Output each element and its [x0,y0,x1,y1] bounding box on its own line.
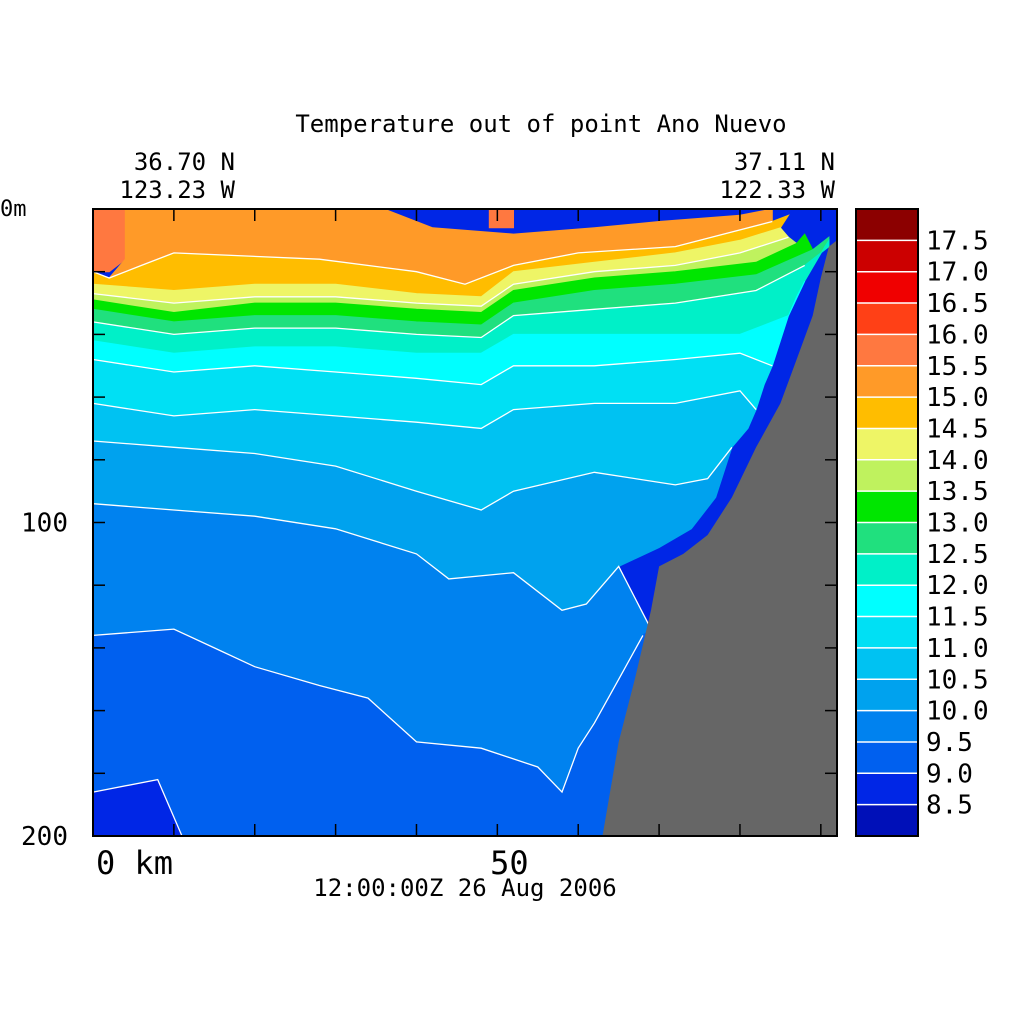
isotherm-1 [92,236,789,307]
axes: 100 200 50 [21,209,837,882]
colorbar-swatch [856,334,918,367]
colorbar-label: 9.5 [926,728,973,758]
isotherm-8 [92,778,183,837]
y-axis-unit-label: 0m [0,197,27,222]
right-endpoint-lat: 37.11 N [734,148,835,176]
colorbar-label: 11.5 [926,603,989,633]
colorbar-label: 16.0 [926,320,989,350]
timestamp: 12:00:00Z 26 Aug 2006 [313,874,616,902]
colorbar-label: 14.0 [926,446,989,476]
colorbar-label: 17.5 [926,226,989,256]
colorbar-swatch [856,647,918,680]
colorbar-label: 10.0 [926,697,989,727]
left-endpoint-lat: 36.70 N [134,148,235,176]
colorbar-swatch [856,209,918,241]
colorbar-label: 11.0 [926,634,989,664]
colorbar-label: 8.5 [926,791,973,821]
isotherm-7 [92,628,644,794]
colorbar-swatch [856,679,918,712]
right-endpoint-lon: 122.33 W [719,176,835,204]
colorbar-swatch [856,741,918,774]
colorbar-swatch [856,303,918,335]
colorbar-label: 16.5 [926,289,989,319]
temperature-band-0 [92,208,126,273]
colorbar-swatch [856,271,918,304]
colorbar: 17.517.016.516.015.515.014.514.013.513.0… [855,208,989,837]
colorbar-swatch [856,585,918,618]
temperature-band-2 [488,208,514,229]
colorbar-label: 14.5 [926,414,989,444]
isotherm-6 [92,503,652,630]
colorbar-label: 10.5 [926,665,989,695]
isotherm-3 [92,352,773,386]
isotherm-0 [92,220,773,285]
colorbar-swatch [856,804,918,837]
sea-floor [602,240,837,837]
colorbar-label: 15.5 [926,352,989,382]
colorbar-swatch [856,240,918,273]
bathymetry-shape [602,240,837,837]
isotherm-4 [92,390,757,430]
y-tick-label: 200 [21,822,68,852]
colorbar-swatch [856,428,918,461]
colorbar-label: 13.5 [926,477,989,507]
colorbar-swatch [856,710,918,743]
colorbar-label: 12.0 [926,571,989,601]
colorbar-swatch [856,522,918,555]
x-axis-start-label: 0 km [96,844,173,882]
isotherm-5 [92,440,733,511]
chart-title: Temperature out of point Ano Nuevo [295,110,786,138]
colorbar-swatch [856,616,918,649]
left-endpoint-lon: 123.23 W [119,176,235,204]
colorbar-swatch [856,459,918,492]
colorbar-label: 13.0 [926,509,989,539]
isotherm-lines [92,220,805,837]
colorbar-swatch [856,491,918,524]
colorbar-label: 15.0 [926,383,989,413]
colorbar-label: 12.5 [926,540,989,570]
colorbar-swatch [856,553,918,586]
colorbar-frame [855,208,919,837]
colorbar-swatch [856,397,918,430]
y-tick-label: 100 [21,509,68,539]
colorbar-swatch [856,365,918,398]
colorbar-label: 17.0 [926,258,989,288]
colorbar-swatch [856,773,918,806]
colorbar-label: 9.0 [926,759,973,789]
isotherm-2 [92,264,805,339]
x-tick-label: 50 [490,844,529,882]
